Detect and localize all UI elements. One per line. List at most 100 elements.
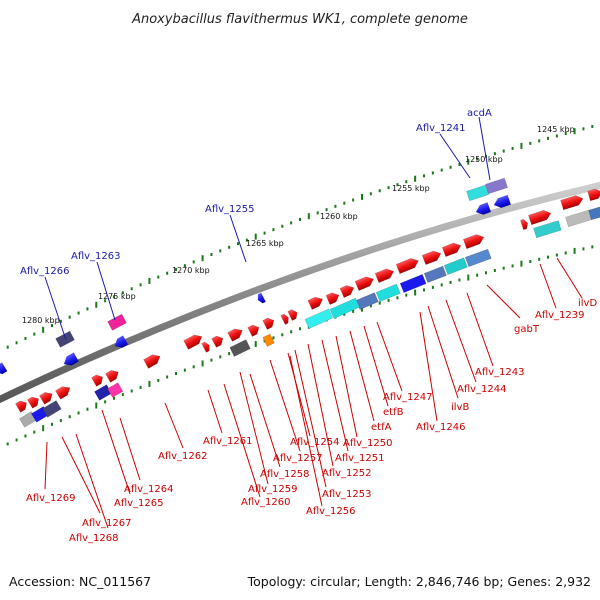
accession-text: Accession: NC_011567 (9, 574, 151, 589)
ruler-dot (104, 299, 107, 303)
ruler-dot (378, 189, 381, 193)
ruler-dot (405, 293, 408, 297)
ruler-dot (529, 141, 532, 145)
label-leader-lines (44, 116, 583, 529)
gene-label-Aflv_1243: Aflv_1243 (475, 367, 525, 378)
ruler-dot (175, 267, 177, 271)
ruler-dot (502, 266, 505, 270)
ruler-dot (555, 253, 558, 257)
forward-gene-arrow (262, 317, 275, 330)
ruler-dot (369, 304, 372, 308)
forward-gene-arrow (201, 341, 210, 353)
ruler-dot (582, 127, 585, 131)
ruler-dot (414, 289, 417, 296)
forward-gene-arrow (587, 188, 600, 202)
gene-label-Aflv_1239: Aflv_1239 (535, 310, 585, 321)
gene-label-Aflv_1269: Aflv_1269 (26, 493, 76, 504)
ruler-dot (307, 213, 310, 220)
ruler-dot (405, 180, 408, 184)
gene-label-Aflv_1267: Aflv_1267 (82, 518, 132, 529)
ruler-dot (547, 136, 549, 140)
inner-gene-cyan (329, 297, 360, 319)
inner-gene-steel (588, 206, 600, 221)
inner-gene-pink (107, 382, 124, 398)
ruler-dot (77, 411, 80, 415)
ruler-dot (281, 333, 284, 337)
gene-label-Aflv_1268: Aflv_1268 (69, 533, 119, 544)
gene-label-Aflv_1260: Aflv_1260 (241, 497, 291, 508)
ruler-dot (130, 389, 133, 393)
ruler-dot (272, 228, 275, 232)
ruler-dot (325, 208, 328, 212)
ruler-dot (547, 255, 549, 259)
ruler-dot (334, 204, 337, 208)
tick-label-1270: 1270 kbp (172, 266, 210, 275)
forward-gene-arrow (441, 242, 462, 257)
gene-label-Aflv_1259: Aflv_1259 (248, 484, 298, 495)
tick-label-1275: 1275 kbp (98, 292, 136, 301)
ruler-dot (166, 375, 169, 379)
ruler-dot (33, 332, 36, 336)
ruler-dot (51, 422, 53, 426)
ruler-dot (201, 360, 204, 367)
outer-gene-purple (485, 177, 508, 195)
ruler-dot (387, 186, 390, 190)
gene-label-Aflv_1251: Aflv_1251 (335, 453, 385, 464)
ruler-dot (24, 336, 27, 340)
forward-gene-arrow (528, 210, 552, 226)
gene-label-Aflv_1262: Aflv_1262 (158, 451, 208, 462)
gene-label-Aflv_1250: Aflv_1250 (343, 438, 393, 449)
tick-label-1250: 1250 kbp (465, 155, 503, 164)
ruler-dot (538, 257, 541, 261)
ruler-dot (538, 139, 541, 143)
gene-label-Aflv_1263: Aflv_1263 (71, 251, 121, 262)
outer-gene-cyan (466, 184, 489, 202)
reverse-gene-arrow (0, 362, 8, 375)
ruler-dot (254, 341, 257, 348)
ruler-dot (86, 407, 89, 411)
gene-label-Aflv_1253: Aflv_1253 (322, 489, 372, 500)
forward-gene-arrow (560, 195, 584, 211)
ruler-dot (299, 218, 301, 221)
ruler-dot (6, 442, 9, 446)
tick-label-1255: 1255 kbp (392, 184, 430, 193)
forward-gene-arrow (421, 250, 442, 265)
gene-label-etfA: etfA (371, 422, 392, 433)
ruler-dot (6, 345, 9, 349)
gene-label-ilvD: ilvD (578, 298, 597, 309)
ruler-dot (95, 301, 98, 308)
ruler-dot (520, 142, 523, 149)
forward-gene-arrow (520, 218, 528, 231)
ruler-dot (42, 326, 45, 333)
inner-gene-cyan (533, 220, 562, 239)
inner-gene-steel (464, 248, 492, 268)
ruler-dot (192, 260, 195, 264)
outer-gene-navy (55, 330, 75, 348)
ruler-dot (431, 171, 434, 175)
ruler-dot (591, 125, 594, 129)
inner-gene-blue (399, 274, 427, 293)
ruler-dot (511, 146, 514, 150)
ruler-dot (511, 264, 514, 268)
forward-gene-arrow (247, 324, 260, 337)
forward-gene-arrow (339, 285, 355, 298)
ruler-dot (573, 128, 576, 135)
ruler-dot (449, 280, 452, 284)
ruler-dot (121, 291, 124, 295)
ruler-dot (352, 309, 355, 313)
ruler-dot (493, 268, 496, 272)
gene-label-Aflv_1265: Aflv_1265 (114, 498, 164, 509)
forward-gene-arrow (91, 374, 103, 387)
inner-gene-grey (565, 209, 592, 228)
ruler-dot (175, 372, 177, 376)
ruler-dot (15, 438, 18, 442)
outer-ruler (6, 125, 594, 349)
gene-label-Aflv_1256: Aflv_1256 (306, 506, 356, 517)
reverse-strand-genes (0, 194, 512, 375)
ruler-dot (414, 175, 417, 182)
tick-label-1260: 1260 kbp (320, 212, 358, 221)
ruler-dot (369, 192, 372, 196)
map-title: Anoxybacillus flavithermus WK1, complete… (131, 12, 468, 27)
ruler-dot (361, 193, 363, 200)
